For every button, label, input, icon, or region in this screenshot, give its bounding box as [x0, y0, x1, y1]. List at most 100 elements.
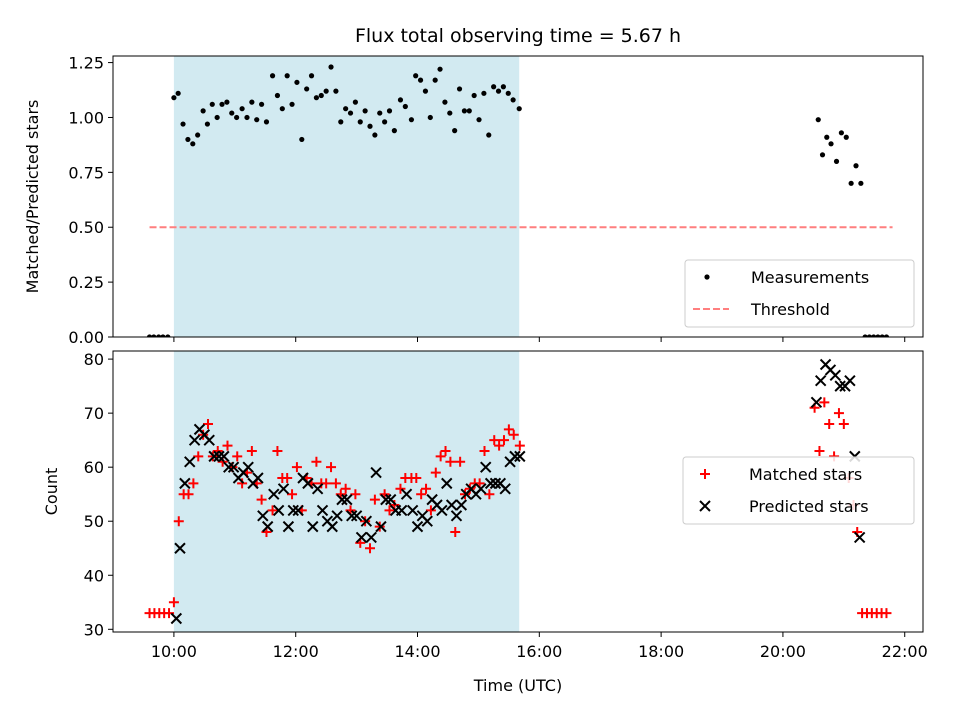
data-point: [175, 90, 181, 96]
data-point: [367, 123, 373, 129]
data-point: [833, 408, 844, 419]
data-point: [838, 418, 849, 429]
data-point: [254, 117, 260, 123]
data-point: [413, 73, 419, 79]
data-point: [352, 99, 358, 105]
y-tick-label: 0.75: [68, 163, 104, 182]
data-point: [372, 132, 378, 138]
data-point: [249, 99, 255, 105]
data-point: [257, 510, 269, 522]
data-point: [395, 504, 408, 517]
y-tick-label: 40: [84, 566, 104, 585]
data-point: [494, 440, 505, 451]
data-point: [848, 180, 854, 186]
data-point: [237, 478, 248, 489]
x-tick-label: 20:00: [760, 642, 806, 661]
data-point: [484, 489, 495, 500]
data-point: [486, 132, 492, 138]
legend-label: Matched stars: [749, 465, 862, 484]
data-point: [442, 99, 448, 105]
data-point: [256, 494, 267, 505]
data-point: [277, 483, 290, 495]
data-point: [445, 499, 458, 511]
y-tick-label: 80: [84, 350, 104, 369]
data-point: [862, 334, 868, 337]
data-point: [244, 114, 250, 121]
data-point: [326, 462, 337, 473]
data-point: [466, 108, 472, 114]
data-point: [171, 95, 177, 101]
data-point: [495, 88, 502, 94]
data-point: [299, 136, 305, 143]
data-point: [252, 472, 264, 484]
data-point: [395, 483, 406, 494]
data-point: [435, 451, 446, 462]
data-point: [326, 520, 338, 533]
data-point: [302, 477, 314, 490]
data-point: [263, 119, 270, 125]
data-point: [338, 119, 344, 125]
data-point: [369, 494, 380, 505]
data-point: [272, 445, 283, 456]
data-point: [416, 489, 427, 500]
data-point: [508, 429, 519, 440]
data-point: [411, 520, 424, 533]
y-axis-label: Count: [42, 468, 61, 516]
data-point: [188, 478, 199, 489]
data-point: [879, 334, 885, 337]
y-tick-label: 0.25: [68, 273, 104, 292]
data-point: [422, 88, 429, 94]
data-point: [183, 489, 194, 500]
x-tick-label: 18:00: [638, 642, 684, 661]
data-point: [814, 375, 827, 387]
data-point: [858, 180, 864, 186]
data-point: [160, 334, 166, 337]
data-point: [318, 92, 324, 99]
data-point: [267, 505, 278, 516]
data-point: [815, 117, 821, 123]
data-point: [362, 108, 368, 114]
data-point: [223, 461, 235, 473]
data-point: [279, 106, 285, 112]
data-point: [213, 450, 225, 463]
data-point: [385, 493, 397, 506]
data-point: [284, 73, 290, 79]
data-point: [853, 163, 859, 169]
y-tick-label: 0.00: [68, 328, 104, 347]
data-point: [165, 334, 171, 337]
data-point: [209, 101, 215, 107]
data-point: [184, 456, 196, 468]
data-point: [481, 90, 487, 96]
y-tick-label: 0.50: [68, 218, 104, 237]
data-point: [282, 472, 293, 483]
data-point: [232, 451, 243, 462]
data-point: [491, 84, 497, 90]
data-point: [489, 477, 502, 490]
data-point: [146, 334, 153, 337]
data-point: [425, 505, 436, 516]
data-point: [222, 440, 233, 451]
data-point: [333, 88, 339, 94]
data-point: [208, 450, 220, 463]
data-point: [833, 158, 840, 164]
data-point: [242, 461, 254, 473]
data-point: [174, 542, 186, 554]
data-point: [229, 110, 235, 116]
data-point: [340, 483, 351, 494]
data-point: [204, 121, 210, 127]
data-point: [824, 134, 830, 140]
data-point: [455, 456, 466, 467]
data-point: [514, 440, 525, 451]
data-point: [834, 380, 846, 392]
data-point: [819, 152, 826, 158]
data-point: [843, 134, 849, 140]
data-point: [505, 90, 511, 96]
data-point: [853, 531, 866, 544]
chart-title: Flux total observing time = 5.67 h: [355, 25, 681, 47]
legend-marker: [699, 500, 711, 512]
data-point: [328, 64, 334, 70]
data-point: [269, 73, 276, 79]
data-point: [421, 515, 433, 527]
data-point: [287, 504, 299, 517]
data-point: [417, 77, 424, 83]
